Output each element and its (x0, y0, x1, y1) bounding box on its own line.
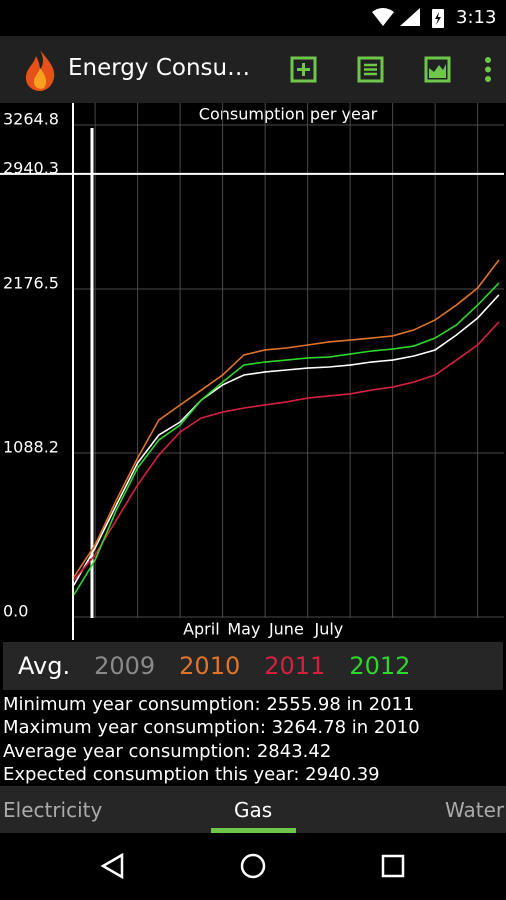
back-button[interactable] (100, 852, 124, 880)
stat-line: Average year consumption: 2843.42 (3, 740, 332, 762)
chart-button[interactable] (424, 56, 451, 83)
app-icon (25, 50, 55, 91)
toolbar-icons (290, 56, 491, 83)
y-tick-label: 1088.2 (3, 438, 59, 457)
y-tick-label: 3264.8 (3, 110, 59, 129)
stat-line: Minimum year consumption: 2555.98 in 201… (3, 694, 415, 715)
series-line (73, 294, 500, 586)
x-tick-label: April (183, 620, 220, 639)
legend-entry[interactable]: Avg. (18, 652, 71, 680)
chart: Consumption per year April May June July 0.0… (0, 103, 506, 642)
legend: Avg. 2009 2010 2011 2012 (3, 642, 503, 690)
x-tick-label: July (313, 620, 343, 639)
y-tick-label: 0.0 (3, 602, 28, 621)
tab[interactable]: Electricity (3, 798, 103, 822)
nav-bar (100, 852, 405, 880)
tab-bar: Electricity Gas Water (0, 786, 506, 833)
app-title: Energy Consu… (68, 55, 251, 81)
home-button[interactable] (240, 853, 266, 879)
list-button[interactable] (357, 56, 384, 83)
add-button[interactable] (290, 56, 317, 83)
more-button[interactable] (485, 57, 491, 82)
status-bar: 3:13 (0, 0, 506, 36)
app-bar: Energy Consu… (0, 36, 506, 103)
status-time: 3:13 (456, 7, 497, 28)
tab[interactable]: Gas (234, 798, 273, 822)
chart-background (0, 103, 506, 642)
stats: Minimum year consumption: 2555.98 in 201… (3, 693, 420, 786)
status-icons (372, 8, 444, 28)
series-line (73, 321, 500, 581)
legend-entry[interactable]: 2010 (179, 652, 241, 680)
stat-line: Maximum year consumption: 3264.78 in 201… (3, 717, 420, 739)
x-tick-label: May (227, 620, 260, 639)
legend-entry[interactable]: 2012 (349, 652, 411, 680)
legend-entry[interactable]: 2011 (264, 652, 326, 680)
series-line (73, 282, 500, 596)
recents-button[interactable] (381, 854, 405, 878)
y-tick-label: 2940.3 (3, 158, 59, 177)
y-tick-label: 2176.5 (3, 274, 59, 293)
stat-line: Expected consumption this year: 2940.39 (3, 763, 380, 785)
chart-title: Consumption per year (199, 105, 378, 124)
series-line (73, 259, 500, 578)
tab[interactable]: Water (445, 798, 505, 822)
x-tick-label: June (268, 620, 304, 639)
legend-entry[interactable]: 2009 (94, 652, 156, 680)
tab-indicator (211, 828, 296, 833)
